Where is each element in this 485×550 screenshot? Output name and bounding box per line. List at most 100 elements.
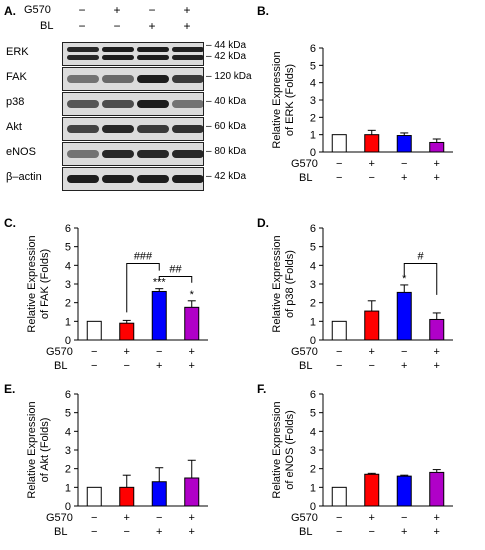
blot-size-2-1: – 120 kDa xyxy=(206,71,252,82)
treatment-sign-bl-4: + xyxy=(434,172,440,184)
bar-3 xyxy=(396,291,412,341)
blot-size-5-1: – 80 kDa xyxy=(206,146,247,157)
significance-star-3: *** xyxy=(153,277,167,289)
western-blot-panel: G570 BL − + − + − − + + ERK – 44 kDa – 42 kDa FAK –… xyxy=(0,0,252,200)
bar-4 xyxy=(184,477,200,507)
y-tick-label: 2 xyxy=(310,464,316,476)
blot-sign-bl-lane-2: − xyxy=(113,19,121,33)
blot-band-5-lane-4 xyxy=(172,150,203,158)
bar-1 xyxy=(331,320,347,341)
treatment-label-g570: G570 xyxy=(291,158,318,170)
blot-band-6-lane-2 xyxy=(102,175,134,183)
blot-band-2-lane-3 xyxy=(137,75,169,83)
bar-3 xyxy=(151,290,167,341)
y-axis-label-line-1: Relative Expression xyxy=(271,51,283,148)
blot-strip-6 xyxy=(62,167,204,191)
treatment-sign-bl-4: + xyxy=(189,360,195,372)
blot-band-3-lane-1 xyxy=(67,100,99,108)
bar-2 xyxy=(364,310,380,341)
y-tick-label: 0 xyxy=(310,147,316,159)
treatment-sign-g570-1: − xyxy=(336,158,342,170)
treatment-sign-bl-2: − xyxy=(369,172,375,184)
y-tick-label: 4 xyxy=(310,260,316,272)
blot-band-2-lane-2 xyxy=(102,75,134,83)
blot-size-3-1: – 40 kDa xyxy=(206,96,247,107)
blot-row-label-5: eNOS xyxy=(6,146,36,158)
significance-bracket-label-1: ### xyxy=(134,250,153,262)
y-axis-label-line-2: of Akt (Folds) xyxy=(39,418,51,483)
y-tick-label: 2 xyxy=(310,298,316,310)
blot-sign-g570-lane-1: − xyxy=(78,3,86,17)
bar-1 xyxy=(86,486,102,507)
bar-2 xyxy=(364,134,380,153)
treatment-sign-bl-3: + xyxy=(156,526,162,538)
y-tick-label: 0 xyxy=(65,335,71,347)
y-tick-label: 4 xyxy=(65,426,71,438)
treatment-sign-g570-3: − xyxy=(401,158,407,170)
blot-size-4-1: – 60 kDa xyxy=(206,121,247,132)
treatment-label-bl: BL xyxy=(299,172,312,184)
blot-band-2-lane-4 xyxy=(172,75,203,83)
y-axis-label-line-2: of FAK (Folds) xyxy=(39,249,51,319)
treatment-sign-bl-2: − xyxy=(124,526,130,538)
significance-star-3: * xyxy=(402,273,407,285)
blot-band-4-lane-2 xyxy=(102,125,134,133)
bar-3 xyxy=(396,475,412,507)
treatment-sign-g570-1: − xyxy=(91,346,97,358)
treatment-sign-bl-1: − xyxy=(91,526,97,538)
blot-row-label-4: Akt xyxy=(6,121,22,133)
y-tick-label: 3 xyxy=(310,445,316,457)
treatment-sign-g570-2: + xyxy=(369,512,375,524)
chart-akt: 0 1 2 3 4 5 6 Relative Expression of Akt (Folds)… xyxy=(26,389,208,538)
y-axis-label-line-1: Relative Expression xyxy=(26,235,38,332)
y-tick-label: 4 xyxy=(310,426,316,438)
panel-letter-a: A. xyxy=(4,4,16,18)
blot-band-4-lane-3 xyxy=(137,125,169,133)
y-tick-label: 1 xyxy=(310,316,316,328)
treatment-sign-bl-1: − xyxy=(336,360,342,372)
blot-band-3-lane-4 xyxy=(172,100,203,108)
bar-2 xyxy=(364,473,380,507)
blot-band-5-lane-1 xyxy=(67,150,99,158)
treatment-sign-bl-3: + xyxy=(401,172,407,184)
treatment-sign-g570-3: − xyxy=(156,346,162,358)
treatment-sign-g570-3: − xyxy=(156,512,162,524)
treatment-sign-bl-1: − xyxy=(336,526,342,538)
blot-sign-g570-lane-4: + xyxy=(183,3,191,17)
y-tick-label: 3 xyxy=(310,95,316,107)
bar-4 xyxy=(429,318,445,341)
blot-band-2-lane-1 xyxy=(67,75,99,83)
y-tick-label: 6 xyxy=(65,389,71,401)
y-tick-label: 4 xyxy=(65,260,71,272)
y-axis-label-line-1: Relative Expression xyxy=(271,235,283,332)
panel-letter-b: B. xyxy=(257,4,269,18)
blot-strip-3 xyxy=(62,92,204,116)
y-axis-label-line-2: of eNOS (Folds) xyxy=(284,410,296,489)
blot-row-label-2: FAK xyxy=(6,71,27,83)
significance-bracket-label-2: ## xyxy=(169,264,182,276)
treatment-sign-bl-3: + xyxy=(401,526,407,538)
blot-row-label-1: ERK xyxy=(6,46,29,58)
y-tick-label: 0 xyxy=(310,335,316,347)
blot-band-5-lane-2 xyxy=(102,150,134,158)
treatment-sign-bl-2: − xyxy=(369,360,375,372)
treatment-sign-bl-2: − xyxy=(369,526,375,538)
treatment-sign-bl-4: + xyxy=(434,360,440,372)
treatment-sign-g570-2: + xyxy=(124,512,130,524)
treatment-label-bl: BL xyxy=(299,360,312,372)
y-axis-label-line-2: of ERK (Folds) xyxy=(284,64,296,136)
treatment-label-g570: G570 xyxy=(46,512,73,524)
panel-letter-c: C. xyxy=(4,216,16,230)
treatment-sign-g570-4: + xyxy=(434,512,440,524)
significance-bracket-1 xyxy=(403,262,438,295)
bar-1 xyxy=(331,486,347,507)
blot-band-1-lane-4 xyxy=(172,55,203,60)
y-tick-label: 0 xyxy=(310,501,316,513)
blot-band-4-lane-1 xyxy=(67,125,99,133)
treatment-sign-bl-4: + xyxy=(434,526,440,538)
blot-band-1-lane-2 xyxy=(102,55,134,60)
y-tick-label: 3 xyxy=(65,279,71,291)
bar-1 xyxy=(331,134,347,153)
blot-band-4-lane-4 xyxy=(172,125,203,133)
y-tick-label: 6 xyxy=(65,223,71,235)
